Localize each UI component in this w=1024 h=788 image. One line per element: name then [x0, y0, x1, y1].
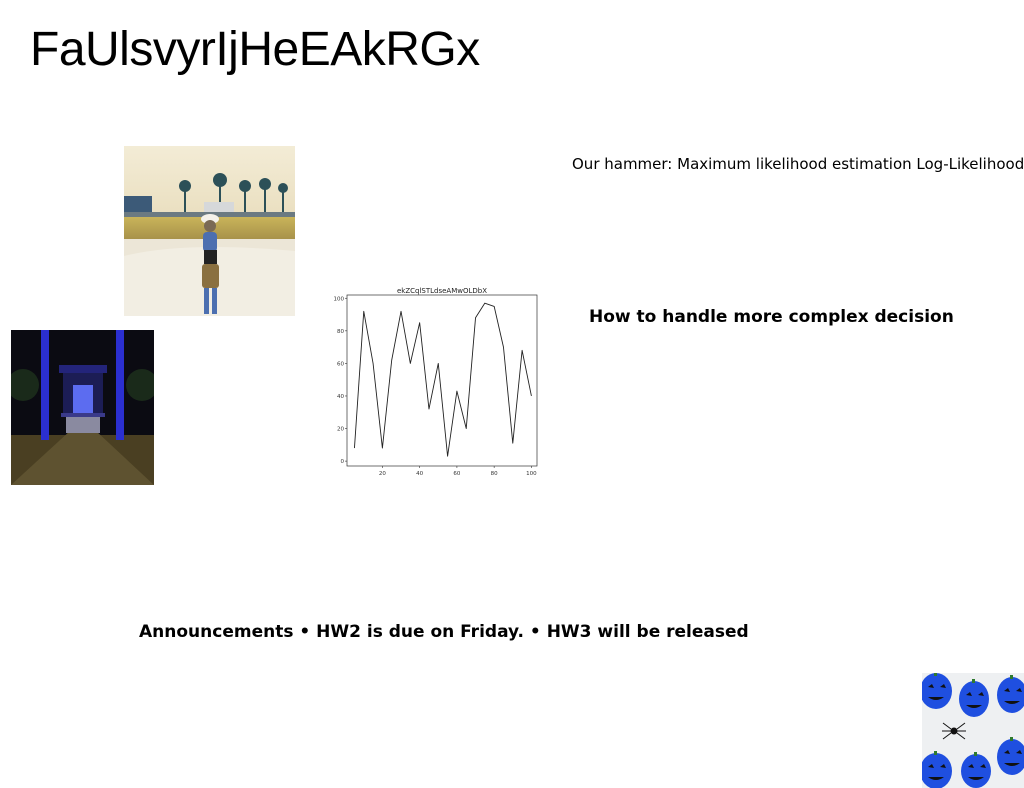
- y-tick-label: 60: [337, 361, 344, 367]
- y-tick-label: 0: [341, 459, 345, 465]
- x-tick-label: 100: [526, 471, 537, 477]
- temple-photo: [11, 330, 154, 485]
- y-tick-label: 100: [334, 296, 345, 302]
- x-tick-label: 80: [491, 471, 498, 477]
- line-chart: ekZCqlSTLdseAMwOLDbX 0 20 40 60 80 100 20 40 60…: [330, 283, 546, 479]
- chart-title: ekZCqlSTLdseAMwOLDbX: [397, 287, 487, 295]
- text-decision: How to handle more complex decision: [589, 307, 954, 327]
- y-tick-label: 80: [337, 329, 344, 335]
- x-tick-label: 20: [379, 471, 386, 477]
- text-mle: Our hammer: Maximum likelihood estimatio…: [572, 155, 1024, 173]
- x-tick-label: 60: [453, 471, 460, 477]
- x-tick-label: 40: [416, 471, 423, 477]
- text-announcements: Announcements • HW2 is due on Friday. • …: [139, 622, 749, 642]
- series-line: [354, 302, 532, 457]
- pumpkins-photo: [922, 673, 1024, 788]
- plot-frame: [346, 294, 538, 467]
- slide-title: FaUlsvyrIjHeEAkRGx: [30, 23, 480, 76]
- line-chart-svg: ekZCqlSTLdseAMwOLDbX 0 20 40 60 80 100 20 40 60…: [334, 287, 538, 477]
- beach-photo: [124, 146, 295, 316]
- y-tick-label: 40: [337, 394, 344, 400]
- y-tick-label: 20: [337, 427, 344, 433]
